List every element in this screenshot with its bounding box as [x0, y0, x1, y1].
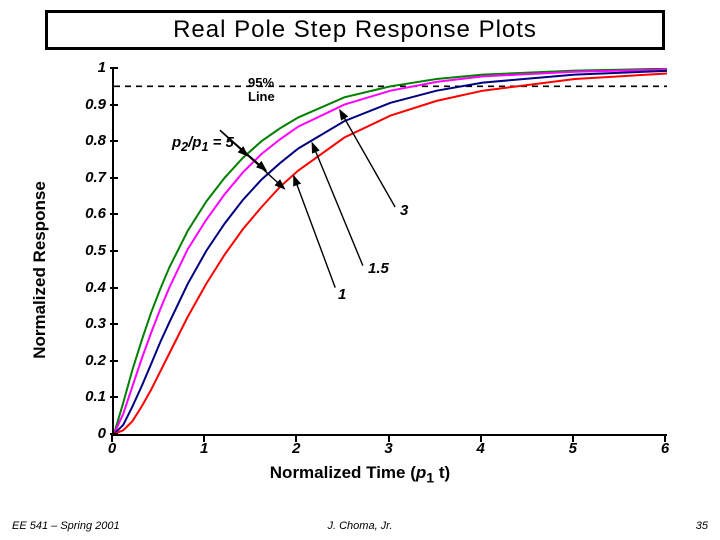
ref-line-label-2: Line: [248, 89, 275, 104]
curve-ratio3: [114, 70, 667, 435]
xtick-label: 5: [563, 440, 583, 457]
ratio-mid: /p: [188, 134, 201, 151]
xtick-label: 2: [286, 440, 306, 457]
ytick-label: 0.8: [76, 132, 106, 149]
annotation-arrow: [340, 110, 395, 207]
slide-title: Real Pole Step Response Plots: [173, 16, 537, 44]
annotation-arrow: [312, 143, 363, 266]
ytick-mark: [110, 250, 118, 252]
xtick-label: 1: [194, 440, 214, 457]
xtick-mark: [480, 434, 482, 442]
ytick-label: 0.4: [76, 279, 106, 296]
ytick-label: 0.1: [76, 388, 106, 405]
ref-line-label: 95% Line: [248, 76, 275, 105]
xtick-label: 3: [379, 440, 399, 457]
ytick-mark: [110, 396, 118, 398]
title-box: Real Pole Step Response Plots: [45, 10, 665, 50]
curve-ratio1: [114, 74, 667, 435]
curve-label-1-5: 1.5: [368, 260, 389, 277]
xlabel-var: p: [416, 463, 426, 482]
ytick-mark: [110, 323, 118, 325]
footer-left: EE 541 – Spring 2001: [12, 520, 120, 532]
ref-line-label-1: 95%: [248, 75, 274, 90]
ytick-label: 0.2: [76, 352, 106, 369]
ytick-label: 0.7: [76, 169, 106, 186]
xtick-mark: [388, 434, 390, 442]
ytick-mark: [110, 67, 118, 69]
slide: Real Pole Step Response Plots Normalized…: [0, 0, 720, 540]
xtick-mark: [295, 434, 297, 442]
chart-curves: [114, 68, 669, 436]
ytick-mark: [110, 104, 118, 106]
footer-center: J. Choma, Jr.: [328, 520, 393, 532]
xtick-label: 0: [102, 440, 122, 457]
ytick-mark: [110, 360, 118, 362]
xtick-mark: [664, 434, 666, 442]
ytick-mark: [110, 287, 118, 289]
ratio-suffix: = 5: [208, 134, 233, 151]
ytick-mark: [110, 140, 118, 142]
xtick-label: 6: [655, 440, 675, 457]
ytick-label: 0.3: [76, 315, 106, 332]
xlabel-prefix: Normalized Time (: [270, 463, 416, 482]
xtick-mark: [572, 434, 574, 442]
xtick-mark: [111, 434, 113, 442]
y-axis-label: Normalized Response: [30, 181, 50, 359]
plot-area: [112, 68, 667, 436]
ytick-label: 0.6: [76, 205, 106, 222]
xtick-mark: [203, 434, 205, 442]
ytick-label: 1: [76, 59, 106, 76]
curve-label-1: 1: [338, 286, 346, 303]
annotation-arrow: [294, 176, 335, 288]
ytick-label: 0.9: [76, 96, 106, 113]
curve-label-3: 3: [400, 202, 408, 219]
curve-ratio1.5: [114, 71, 667, 434]
xlabel-suffix: t): [434, 463, 450, 482]
ratio-p1: p: [172, 134, 181, 151]
xtick-label: 4: [471, 440, 491, 457]
ytick-label: 0.5: [76, 242, 106, 259]
x-axis-label: Normalized Time (p1 t): [270, 463, 450, 486]
footer-right: 35: [696, 520, 708, 532]
ytick-mark: [110, 213, 118, 215]
ytick-mark: [110, 177, 118, 179]
curve-ratio5: [114, 69, 667, 434]
chart-container: Normalized Response Normalized Time (p1 …: [40, 60, 680, 480]
ratio-annotation: p2/p1 = 5: [172, 134, 234, 154]
